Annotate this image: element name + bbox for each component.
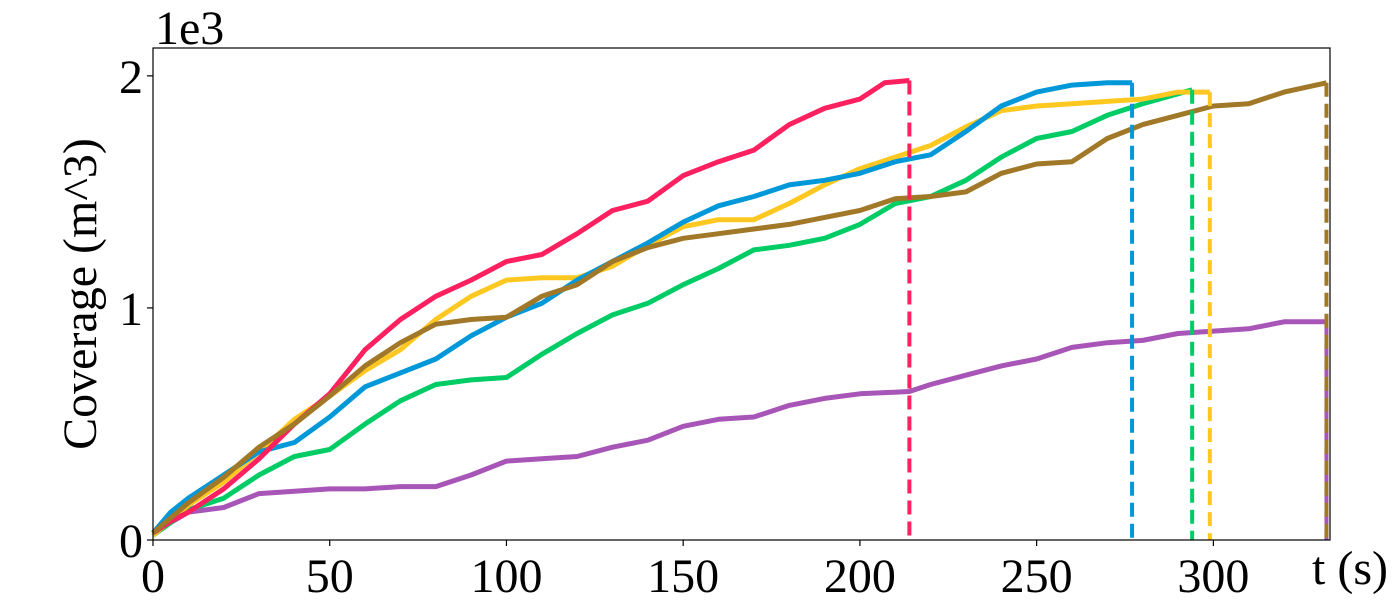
x-tick-label: 300 <box>1177 550 1249 600</box>
y-tick-label: 2 <box>119 51 143 104</box>
y-tick-label: 0 <box>119 515 143 568</box>
y-axis-label: Coverage (m^3) <box>54 138 107 450</box>
series-line <box>151 319 1327 536</box>
series-line <box>151 78 910 536</box>
y-tick-label: 1 <box>119 283 143 336</box>
series-line <box>151 89 1210 538</box>
series-line <box>151 80 1133 535</box>
x-tick-label: 100 <box>470 550 542 600</box>
x-tick-label: 150 <box>647 550 719 600</box>
y-offset-label: 1e3 <box>155 2 224 55</box>
x-axis-label: t (s) <box>1312 542 1388 595</box>
series-line <box>151 80 1328 535</box>
x-tick-label: 250 <box>1001 550 1073 600</box>
x-tick-label: 200 <box>824 550 896 600</box>
series-line <box>151 87 1193 538</box>
x-tick-label: 0 <box>141 550 165 600</box>
x-tick-label: 50 <box>306 550 354 600</box>
plot-frame <box>152 47 1331 541</box>
